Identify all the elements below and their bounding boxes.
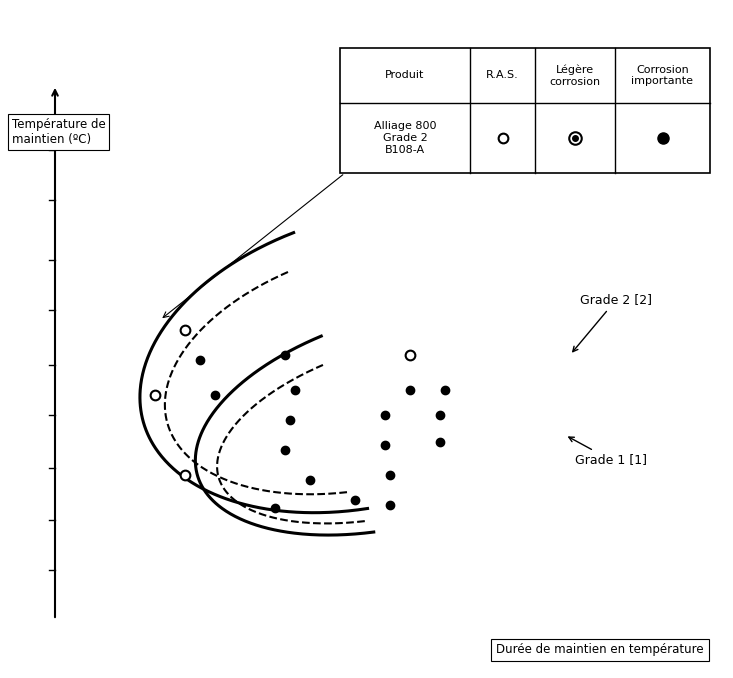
Text: Alliage 800
Grade 2
B108-A: Alliage 800 Grade 2 B108-A [374,121,436,155]
Bar [340,48,710,173]
Text: Légère
corrosion: Légère corrosion [550,64,600,87]
Text: R.A.S.: R.A.S. [486,71,519,81]
Text: Grade 1 [1]: Grade 1 [1] [569,437,647,466]
Text: Durée de maintien en température: Durée de maintien en température [496,643,704,656]
Text: Corrosion
importante: Corrosion importante [632,64,693,86]
Text: Grade 2 [2]: Grade 2 [2] [572,294,652,352]
Text: Produit: Produit [386,71,424,81]
Text: Température de
maintien (ºC): Température de maintien (ºC) [12,118,106,146]
